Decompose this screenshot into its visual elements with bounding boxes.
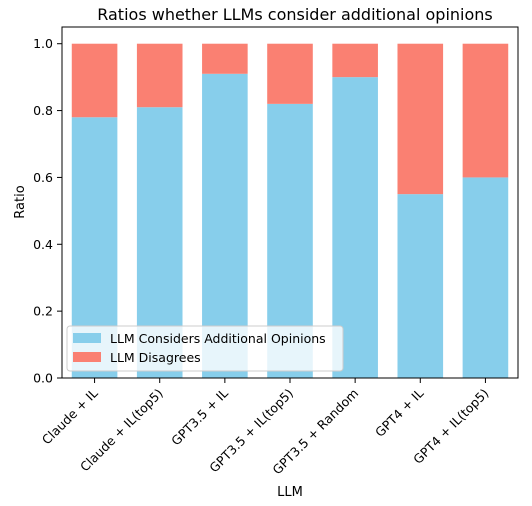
y-tick-label-0: 0.0 bbox=[33, 371, 53, 386]
x-tick-label-5: GPT4 + IL bbox=[372, 385, 426, 439]
bar-disagrees-2 bbox=[202, 43, 248, 74]
legend-swatch-disagrees bbox=[73, 352, 101, 362]
legend-box bbox=[66, 325, 344, 372]
legend-swatch-considers bbox=[73, 333, 101, 343]
bar-disagrees-3 bbox=[267, 43, 313, 104]
y-tick-label-3: 0.6 bbox=[33, 170, 53, 185]
bar-disagrees-1 bbox=[136, 43, 183, 108]
y-axis-label: Ratio bbox=[13, 185, 28, 218]
bar-considers-5 bbox=[397, 194, 444, 378]
x-tick-label-0: Claude + IL bbox=[39, 385, 101, 447]
bar-disagrees-6 bbox=[462, 43, 509, 178]
y-tick-label-2: 0.4 bbox=[33, 237, 53, 252]
y-axis: 0.0 0.2 0.4 0.6 0.8 1.0 bbox=[33, 36, 62, 386]
bar-disagrees-0 bbox=[71, 43, 118, 118]
legend: LLM Considers Additional Opinions LLM Di… bbox=[66, 325, 344, 372]
bar-disagrees-5 bbox=[397, 43, 444, 195]
x-axis-label: LLM bbox=[277, 485, 303, 500]
y-tick-label-5: 1.0 bbox=[33, 36, 53, 51]
legend-label-considers: LLM Considers Additional Opinions bbox=[110, 331, 326, 346]
chart-title: Ratios whether LLMs consider additional … bbox=[97, 5, 493, 24]
y-tick-label-4: 0.8 bbox=[33, 103, 53, 118]
x-tick-label-2: GPT3.5 + IL bbox=[168, 385, 231, 448]
bar-considers-6 bbox=[462, 177, 509, 378]
bar-disagrees-4 bbox=[332, 43, 378, 78]
y-tick-label-1: 0.2 bbox=[33, 304, 53, 319]
legend-label-disagrees: LLM Disagrees bbox=[110, 350, 201, 365]
